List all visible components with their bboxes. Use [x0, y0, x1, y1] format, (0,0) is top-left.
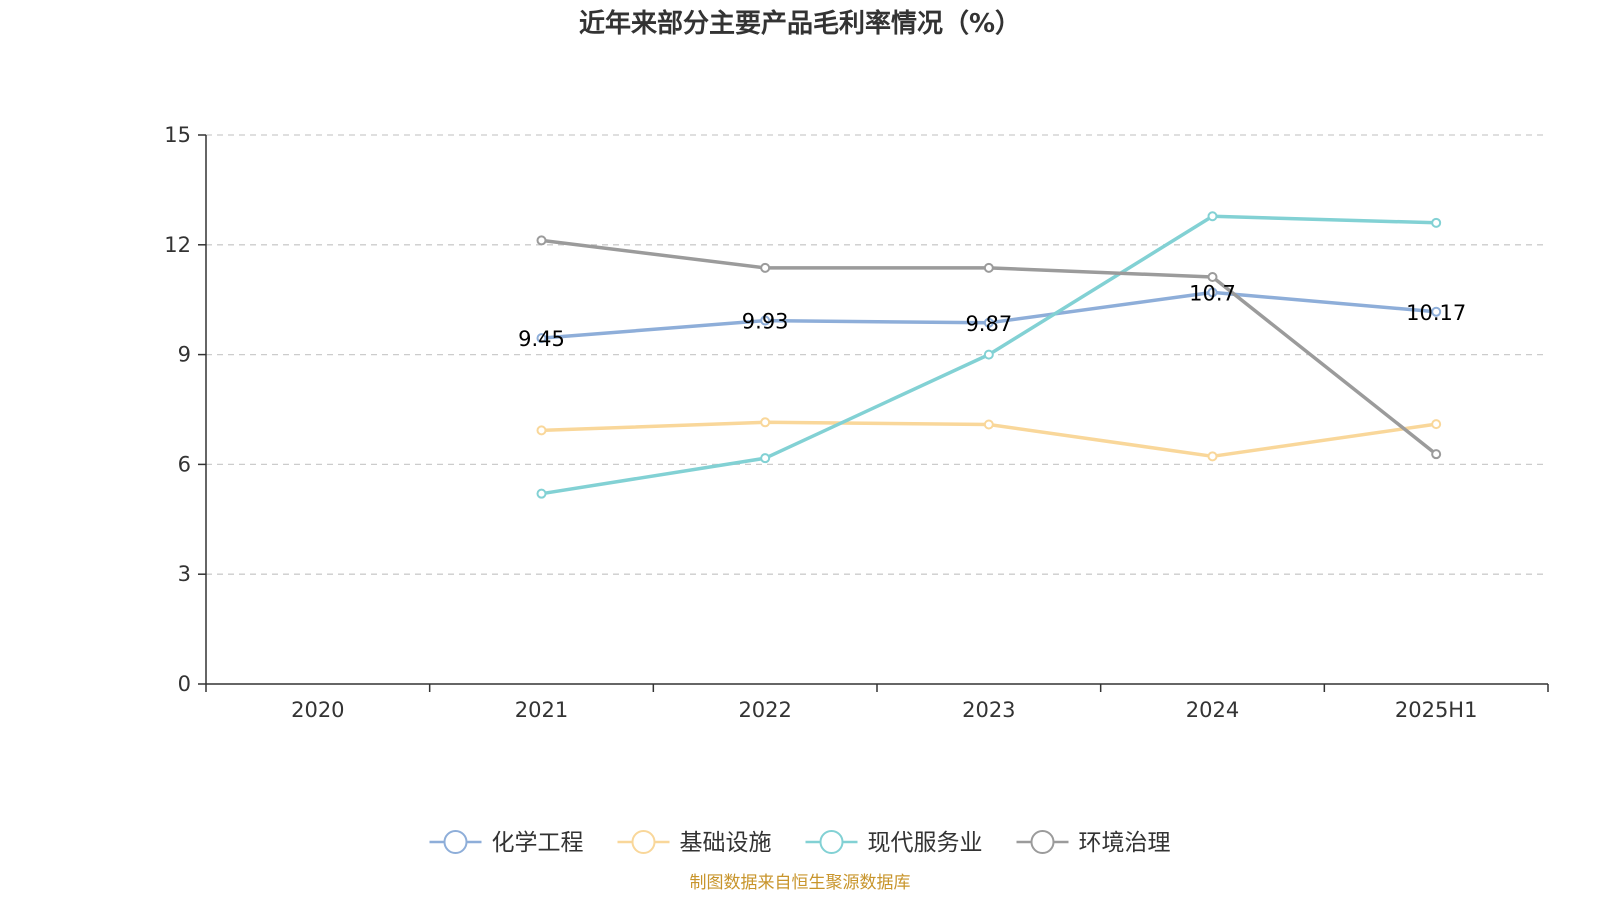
data-label: 9.93: [742, 310, 789, 334]
data-label: 9.45: [518, 327, 565, 351]
legend-item-2[interactable]: 现代服务业: [805, 830, 983, 856]
data-point: [760, 315, 771, 326]
data-point: [1431, 217, 1442, 228]
x-tick-label: 2024: [1186, 698, 1239, 722]
data-point: [983, 349, 994, 360]
y-tick-label: 15: [164, 123, 191, 147]
x-tick-label: 2022: [738, 698, 791, 722]
data-point: [1207, 451, 1218, 462]
data-point: [760, 417, 771, 428]
data-point: [760, 262, 771, 273]
data-point: [536, 488, 547, 499]
legend-label: 现代服务业: [868, 830, 983, 856]
chart-title: 近年来部分主要产品毛利率情况（%）: [579, 8, 1021, 39]
legend-label: 基础设施: [680, 830, 772, 856]
legend-label: 环境治理: [1079, 830, 1171, 856]
data-point: [1431, 449, 1442, 460]
y-tick-label: 12: [164, 233, 191, 257]
legend-item-3[interactable]: 环境治理: [1016, 830, 1171, 856]
x-tick-label: 2025H1: [1395, 698, 1478, 722]
x-tick-label: 2021: [515, 698, 568, 722]
x-tick-label: 2023: [962, 698, 1015, 722]
data-point: [1207, 272, 1218, 283]
source-note: 制图数据来自恒生聚源数据库: [690, 873, 911, 893]
grid-lines: [206, 134, 1548, 575]
data-point: [536, 425, 547, 436]
legend[interactable]: 化学工程 基础设施 现代服务业 环境治理: [429, 830, 1171, 856]
series-layer: [536, 211, 1442, 499]
legend-marker: [631, 830, 656, 854]
data-point: [983, 419, 994, 430]
data-point: [1431, 306, 1442, 317]
data-point: [760, 453, 771, 464]
data-point: [1207, 211, 1218, 222]
legend-item-1[interactable]: 基础设施: [617, 830, 772, 856]
axes: 0 3 6 9 12 15 2020 2021 2022 2023 2024 2025H1: [164, 123, 1549, 722]
data-point: [983, 262, 994, 273]
y-tick-label: 9: [178, 343, 191, 367]
y-tick-label: 0: [178, 672, 191, 696]
y-tick-label: 6: [178, 452, 191, 476]
legend-marker: [1030, 830, 1055, 854]
legend-item-0[interactable]: 化学工程: [429, 830, 584, 856]
data-label: 10.7: [1189, 281, 1236, 305]
data-labels: 9.45 9.93 9.87 10.7 10.17: [518, 281, 1466, 351]
legend-marker: [819, 830, 844, 854]
data-label: 10.17: [1406, 301, 1466, 325]
y-tick-label: 3: [178, 562, 191, 586]
data-point: [536, 235, 547, 246]
legend-marker: [443, 830, 468, 854]
x-tick-label: 2020: [291, 698, 344, 722]
data-label: 9.87: [965, 312, 1012, 336]
data-point: [1207, 287, 1218, 298]
data-point: [983, 317, 994, 328]
legend-label: 化学工程: [492, 830, 584, 856]
data-point: [1431, 419, 1442, 430]
data-point: [536, 333, 547, 344]
